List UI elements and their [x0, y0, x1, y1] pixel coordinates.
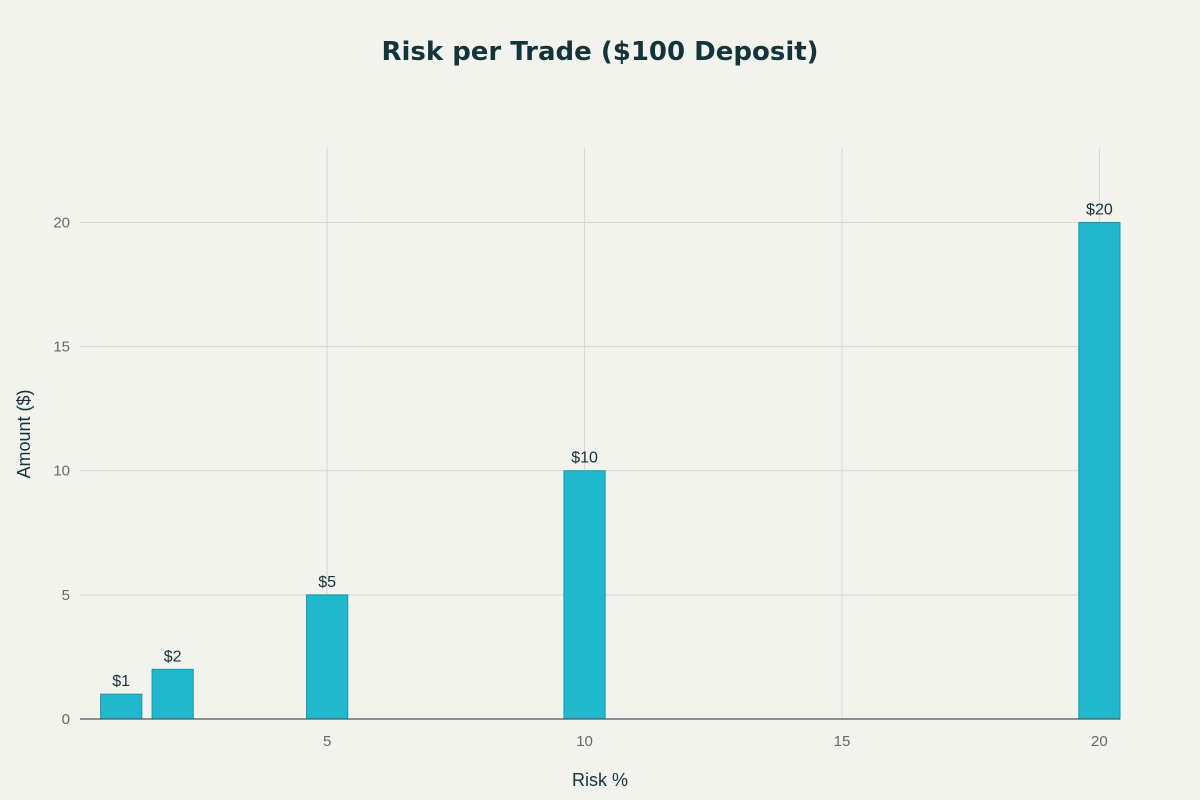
- x-tick-labels: 5 10 15 20: [323, 733, 1108, 750]
- x-tick-label: 5: [323, 733, 331, 750]
- y-tick-label: 20: [53, 214, 70, 231]
- y-tick-label: 10: [53, 463, 70, 480]
- bar: [100, 693, 143, 720]
- y-tick-label: 15: [53, 339, 70, 356]
- x-tick-label: 10: [576, 733, 593, 750]
- bar-data-label: $1: [112, 673, 130, 690]
- bar: [151, 668, 194, 720]
- y-tick-labels: 0 5 10 15 20: [53, 214, 70, 728]
- y-tick-label: 0: [62, 711, 70, 728]
- y-axis-label: Amount ($): [14, 389, 34, 478]
- bar-data-label: $2: [164, 648, 182, 665]
- bar: [306, 594, 349, 720]
- x-tick-label: 20: [1091, 733, 1108, 750]
- chart-title: Risk per Trade ($100 Deposit): [381, 37, 818, 67]
- bar-data-label: $5: [318, 574, 336, 591]
- y-tick-label: 5: [62, 587, 70, 604]
- x-tick-label: 15: [834, 733, 851, 750]
- bar-data-label: $10: [571, 450, 598, 467]
- x-axis-label: Risk %: [572, 770, 628, 790]
- bar-data-label: $20: [1086, 201, 1113, 218]
- data-labels: $1 $2 $5 $10 $20: [112, 201, 1113, 690]
- bar: [563, 470, 606, 720]
- bars: [100, 221, 1121, 720]
- bar: [1078, 221, 1121, 720]
